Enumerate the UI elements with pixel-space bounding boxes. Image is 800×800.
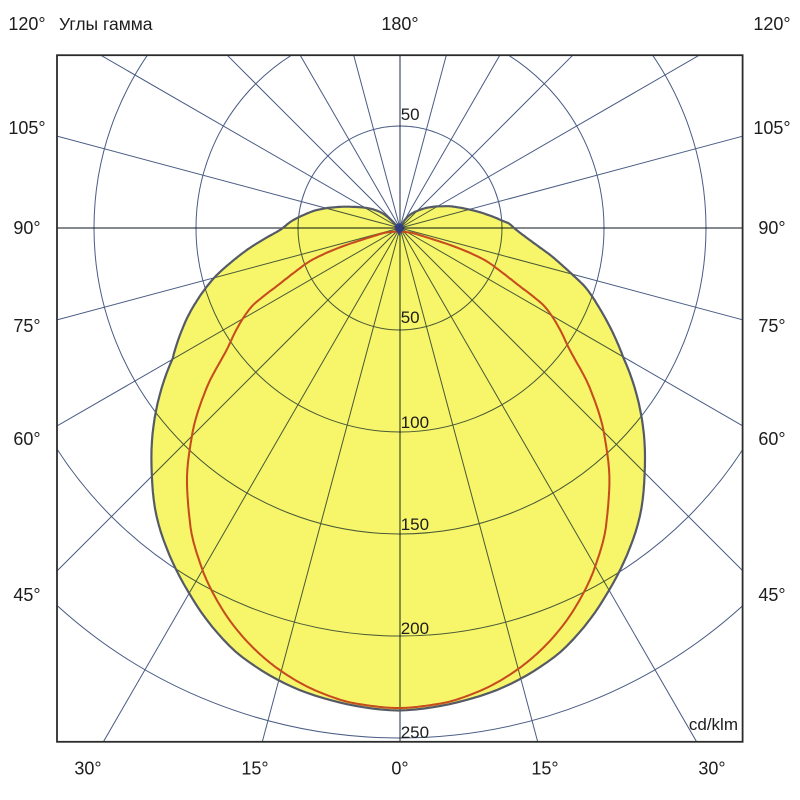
svg-text:90°: 90° — [13, 218, 40, 238]
svg-text:0°: 0° — [391, 759, 408, 779]
svg-text:15°: 15° — [241, 759, 268, 779]
svg-text:100: 100 — [401, 413, 429, 432]
svg-text:75°: 75° — [758, 316, 785, 336]
svg-text:180°: 180° — [381, 14, 418, 34]
svg-text:150: 150 — [401, 515, 429, 534]
svg-text:120°: 120° — [8, 14, 45, 34]
svg-text:30°: 30° — [698, 759, 725, 779]
svg-text:60°: 60° — [758, 429, 785, 449]
svg-text:105°: 105° — [8, 118, 45, 138]
svg-text:45°: 45° — [758, 585, 785, 605]
svg-text:60°: 60° — [13, 429, 40, 449]
svg-text:75°: 75° — [13, 316, 40, 336]
svg-text:45°: 45° — [13, 585, 40, 605]
svg-text:50: 50 — [401, 308, 420, 327]
svg-text:cd/klm: cd/klm — [689, 715, 738, 734]
svg-text:250: 250 — [401, 723, 429, 742]
svg-text:120°: 120° — [753, 14, 790, 34]
svg-text:105°: 105° — [753, 118, 790, 138]
svg-text:50: 50 — [401, 105, 420, 124]
svg-text:15°: 15° — [531, 759, 558, 779]
svg-text:90°: 90° — [758, 218, 785, 238]
svg-text:Углы гамма: Углы гамма — [59, 14, 153, 34]
svg-text:30°: 30° — [74, 759, 101, 779]
svg-text:200: 200 — [401, 619, 429, 638]
